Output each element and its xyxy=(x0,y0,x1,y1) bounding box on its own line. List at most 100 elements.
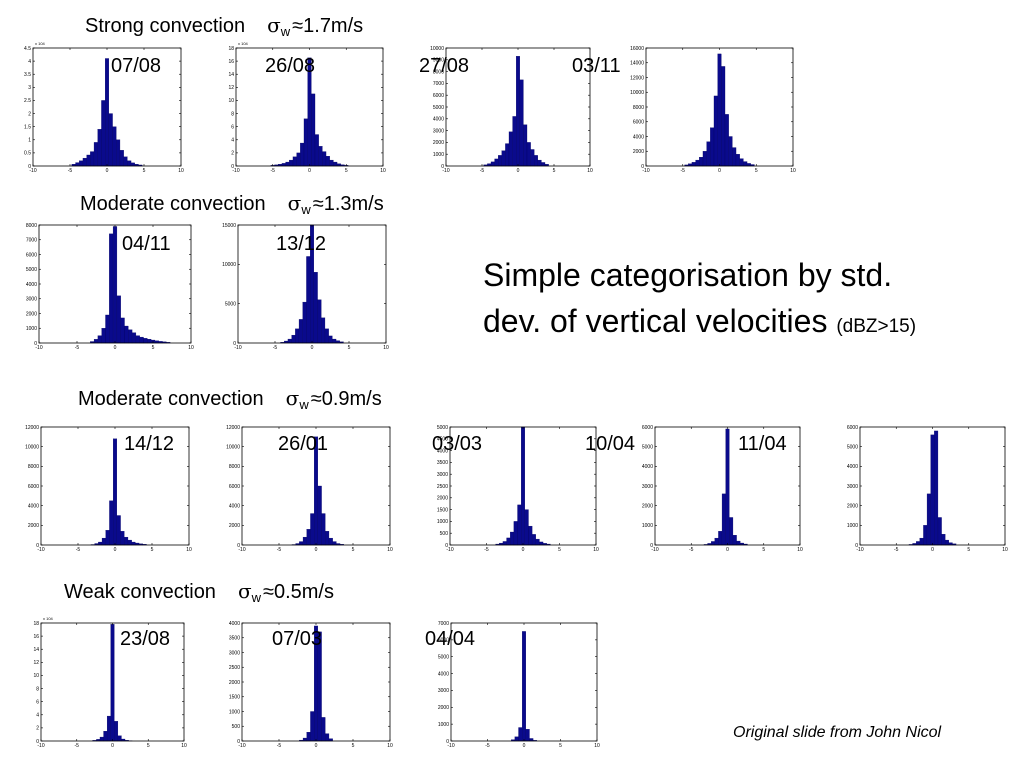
x-tick-label: 0 xyxy=(106,168,109,174)
x-tick-label: -5 xyxy=(277,743,282,749)
histogram-bar xyxy=(937,517,942,546)
y-tick-label: 8000 xyxy=(433,69,444,75)
y-tick-label: 3000 xyxy=(847,484,858,490)
histogram-bar xyxy=(302,301,307,344)
histogram-bar xyxy=(109,233,114,344)
y-tick-label: 1 xyxy=(28,138,31,144)
histogram-bar xyxy=(941,534,946,546)
x-tick-label: -5 xyxy=(76,547,81,553)
sigma-value: ≈0.5m/s xyxy=(262,581,334,603)
headline-note: (dBZ>15) xyxy=(836,316,917,337)
x-tick-label: 5 xyxy=(762,547,765,553)
histogram-11-04: -10 -5 0 5 10 0 1000 2000 3000 4000 5000 6000 xyxy=(847,425,1008,553)
y-tick-label: 1000 xyxy=(438,722,449,728)
y-tick-label: 0.5 xyxy=(24,151,31,157)
date-label: 23/08 xyxy=(120,628,171,650)
histogram-bar xyxy=(505,143,510,167)
credit-text: Original slide from John Nicol xyxy=(733,724,942,741)
histogram-bar xyxy=(524,509,529,546)
x-tick-label: -10 xyxy=(651,547,658,553)
histogram-bar xyxy=(510,531,515,546)
y-tick-label: 18 xyxy=(228,46,234,52)
x-tick-label: 5 xyxy=(348,345,351,351)
x-tick-label: 0 xyxy=(718,168,721,174)
x-tick-label: -10 xyxy=(232,168,239,174)
x-tick-label: -10 xyxy=(442,168,449,174)
x-tick-label: 0 xyxy=(114,345,117,351)
x-tick-label: 10 xyxy=(797,547,803,553)
section-label: Moderate convection xyxy=(78,388,264,410)
histogram-bar xyxy=(526,142,531,167)
x-tick-label: 0 xyxy=(311,345,314,351)
histogram-bar xyxy=(732,535,737,546)
histogram-bar xyxy=(99,736,104,742)
x-tick-label: -10 xyxy=(446,547,453,553)
x-tick-label: 5 xyxy=(345,168,348,174)
sigma-subscript: w xyxy=(299,397,309,412)
histogram-bar xyxy=(306,732,311,742)
y-tick-label: 7000 xyxy=(438,621,449,627)
x-tick-label: 5 xyxy=(143,168,146,174)
y-tick-label: 2000 xyxy=(438,705,449,711)
histogram-bar xyxy=(285,161,290,167)
histogram-bar xyxy=(506,537,511,546)
x-tick-label: 10 xyxy=(383,345,389,351)
histogram-bar xyxy=(518,727,523,742)
histogram-03-03: -10 -5 0 5 10 0 500 1000 1500 2000 2500 3000 3500 400… xyxy=(437,425,599,553)
histogram-bar xyxy=(101,100,106,167)
histogram-bar xyxy=(306,256,311,344)
histogram-bar xyxy=(321,317,326,344)
histogram-bar xyxy=(108,113,113,167)
x-tick-label: 0 xyxy=(111,743,114,749)
histogram-bar xyxy=(702,151,707,167)
x-tick-label: -10 xyxy=(37,743,44,749)
y-tick-label: 0 xyxy=(237,543,240,549)
y-tick-label: 7000 xyxy=(26,238,37,244)
x-tick-label: 0 xyxy=(523,743,526,749)
y-tick-label: 2000 xyxy=(28,523,39,529)
y-tick-label: 10000 xyxy=(25,444,39,450)
x-tick-label: 5 xyxy=(352,743,355,749)
x-tick-label: -10 xyxy=(29,168,36,174)
y-tick-label: 12000 xyxy=(25,425,39,431)
histogram-bar xyxy=(105,58,110,167)
x-tick-label: 10 xyxy=(790,168,796,174)
y-tick-label: 4 xyxy=(36,713,39,719)
section-title-moderate-2: Moderate convection σw ≈0.9m/s xyxy=(78,386,382,412)
histogram-bar xyxy=(105,530,110,546)
histogram-bar xyxy=(521,426,525,546)
histogram-bar xyxy=(302,536,307,546)
histogram-bar xyxy=(321,717,326,742)
date-label: 03/03 xyxy=(432,433,483,455)
sigma-value: ≈1.3m/s xyxy=(312,193,384,215)
x-tick-label: 5 xyxy=(553,168,556,174)
histogram-bar xyxy=(325,733,330,742)
histogram-bar xyxy=(322,151,327,167)
histogram-bar xyxy=(530,149,535,167)
histogram-bar xyxy=(333,161,338,167)
histogram-bar xyxy=(310,711,315,742)
y-tick-label: 14000 xyxy=(630,61,644,67)
date-label: 10/04 xyxy=(585,433,636,455)
histogram-bar xyxy=(699,157,704,167)
y-tick-label: 0 xyxy=(855,543,858,549)
histogram-bar xyxy=(292,156,297,167)
y-tick-label: 1500 xyxy=(229,695,240,701)
histogram-bar xyxy=(494,158,499,167)
y-tick-label: 0 xyxy=(233,341,236,347)
y-tick-label: 2000 xyxy=(642,503,653,509)
date-label: 07/08 xyxy=(111,55,162,77)
y-tick-label: 3500 xyxy=(437,460,448,466)
x-tick-label: 0 xyxy=(315,743,318,749)
sigma-subscript: w xyxy=(251,590,261,605)
date-label: 11/04 xyxy=(738,433,787,455)
y-tick-label: 12000 xyxy=(630,75,644,81)
histogram-bar xyxy=(717,53,722,167)
histogram-bar xyxy=(299,541,304,546)
sigma-value: ≈0.9m/s xyxy=(310,388,382,410)
histogram-07-03: -10 -5 0 5 10 0 500 1000 1500 2000 2500 3000 3500 400… xyxy=(229,621,393,749)
y-tick-label: 2500 xyxy=(437,484,448,490)
x-tick-label: 5 xyxy=(352,547,355,553)
y-tick-label: 14 xyxy=(33,647,39,653)
date-label: 27/08 xyxy=(419,55,470,77)
